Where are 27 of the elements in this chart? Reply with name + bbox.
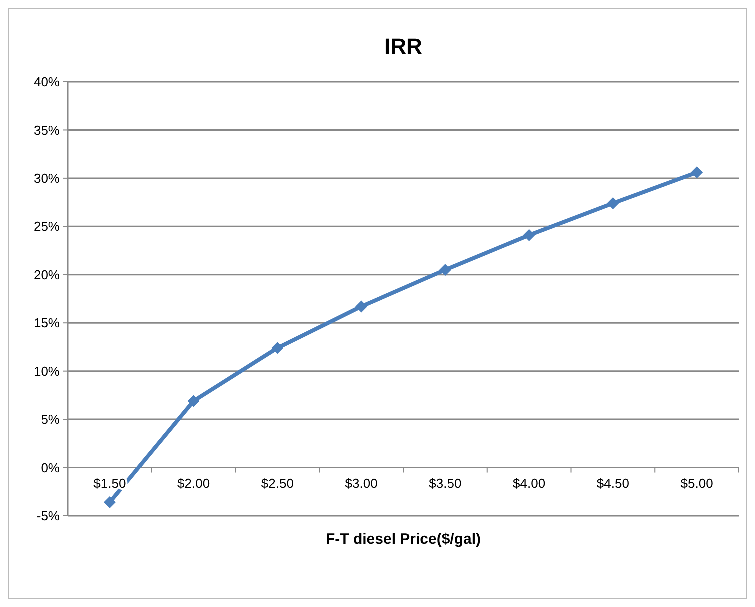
- y-tick-label: 10%: [34, 364, 60, 379]
- x-tick-label: $5.00: [680, 476, 714, 491]
- point: [104, 496, 116, 508]
- point: [607, 198, 620, 210]
- y-tick-label: 30%: [34, 170, 60, 186]
- point: [272, 342, 284, 354]
- point: [356, 300, 368, 313]
- x-tick-label: $3.00: [345, 476, 378, 491]
- y-tick-label: 20%: [34, 267, 60, 282]
- point: [523, 229, 536, 242]
- y-tick-label: 0%: [41, 460, 60, 476]
- y-tick-label: 25%: [34, 219, 60, 234]
- x-tick-label: $4.50: [596, 476, 630, 491]
- x-axis-title: F-T diesel Price($/gal): [326, 531, 482, 548]
- y-tick-label: -5%: [36, 508, 60, 524]
- point: [188, 395, 200, 408]
- y-tick-label: 35%: [34, 122, 60, 138]
- y-tick-label: 5%: [41, 412, 60, 428]
- x-tick-label: $3.50: [429, 476, 462, 491]
- point: [439, 264, 452, 276]
- chart-title: IRR: [384, 34, 423, 59]
- y-tick-label: 15%: [34, 316, 60, 331]
- x-tick-label: $2.50: [261, 476, 294, 491]
- x-tick-label: $4.00: [513, 476, 546, 491]
- y-tick-label: 40%: [34, 74, 60, 90]
- point: [691, 166, 704, 179]
- x-tick-label: $2.00: [178, 476, 210, 491]
